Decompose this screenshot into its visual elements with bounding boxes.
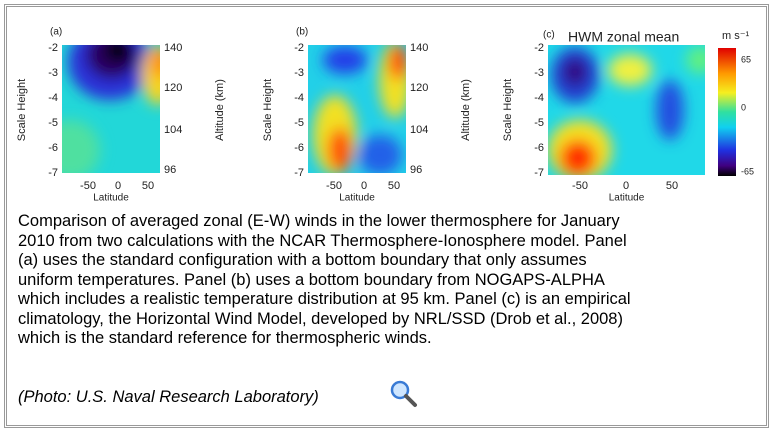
panel-label: (c)	[543, 30, 555, 41]
x-tick-label: 0	[623, 180, 629, 192]
right-axis-label: Altitude (km)	[214, 79, 226, 141]
caption-line: Comparison of averaged zonal (E-W) winds…	[18, 212, 620, 230]
x-tick-label: 50	[388, 180, 400, 192]
y-tick-label: -4	[534, 92, 544, 104]
y-tick-label: -6	[294, 142, 304, 154]
y-tick-label: -7	[534, 167, 544, 179]
right-tick-label: 140	[164, 42, 182, 54]
y-tick-label: -4	[48, 92, 58, 104]
y-tick-label: -5	[294, 117, 304, 129]
caption-line: (a) uses the standard configuration with…	[18, 251, 587, 269]
x-tick-label: -50	[326, 180, 342, 192]
y-tick-label: -3	[294, 67, 304, 79]
caption-line: climatology, the Horizontal Wind Model, …	[18, 309, 623, 328]
y-tick-label: -7	[294, 167, 304, 179]
caption-line: which is the standard reference for ther…	[18, 329, 432, 347]
right-tick-label: 104	[410, 124, 428, 136]
y-tick-label: -5	[534, 117, 544, 129]
x-tick-label: 0	[361, 180, 367, 192]
panel-a-plot	[62, 45, 160, 173]
right-tick-label: 120	[164, 82, 182, 94]
caption-line: which includes a realistic temperature d…	[18, 290, 631, 308]
y-tick-label: -7	[48, 167, 58, 179]
frame	[4, 4, 769, 428]
panel-b-plot	[308, 45, 406, 173]
panel-title: HWM zonal mean	[568, 29, 679, 45]
y-tick-label: -6	[534, 142, 544, 154]
right-tick-label: 96	[164, 164, 176, 176]
photo-credit: (Photo: U.S. Naval Research Laboratory)	[18, 388, 319, 406]
right-tick-label: 140	[410, 42, 428, 54]
y-tick-label: -2	[534, 42, 544, 54]
y-axis-label: Scale Height	[262, 79, 274, 141]
figure: (a)Scale Height-2-3-4-5-6-7-50 0 50Latitud…	[16, 27, 754, 204]
y-tick-label: -4	[294, 92, 304, 104]
colorbar-tick-label: 0	[741, 102, 746, 112]
right-axis-label: Altitude (km)	[460, 79, 472, 141]
y-axis-label: Scale Height	[16, 79, 28, 141]
y-tick-label: -3	[534, 67, 544, 79]
x-tick-label: 50	[142, 180, 154, 192]
colorbar-tick-label: -65	[741, 166, 754, 176]
x-axis-label: Latitude	[339, 193, 375, 204]
x-axis-label: Latitude	[609, 193, 645, 204]
x-tick-label: -50	[80, 180, 96, 192]
y-tick-label: -6	[48, 142, 58, 154]
panel-c-plot	[548, 45, 705, 175]
colorbar-tick-label: 65	[741, 54, 751, 64]
colorbar-label: m s⁻¹	[722, 30, 750, 42]
caption-line: 2010 from two calculations with the NCAR…	[18, 231, 627, 250]
y-tick-label: -5	[48, 117, 58, 129]
colorbar	[718, 48, 736, 176]
x-tick-label: -50	[572, 180, 588, 192]
right-tick-label: 120	[410, 82, 428, 94]
y-tick-label: -2	[294, 42, 304, 54]
caption-line: uniform temperatures. Panel (b) uses a b…	[18, 270, 605, 289]
panel-label: (a)	[50, 27, 62, 38]
x-tick-label: 50	[666, 180, 678, 192]
y-tick-label: -2	[48, 42, 58, 54]
x-axis-label: Latitude	[93, 193, 129, 204]
magnifier-icon[interactable]	[388, 378, 418, 408]
y-axis-label: Scale Height	[502, 79, 514, 141]
x-tick-label: 0	[115, 180, 121, 192]
right-tick-label: 96	[410, 164, 422, 176]
right-tick-label: 104	[164, 124, 182, 136]
y-tick-label: -3	[48, 67, 58, 79]
panel-label: (b)	[296, 27, 308, 38]
